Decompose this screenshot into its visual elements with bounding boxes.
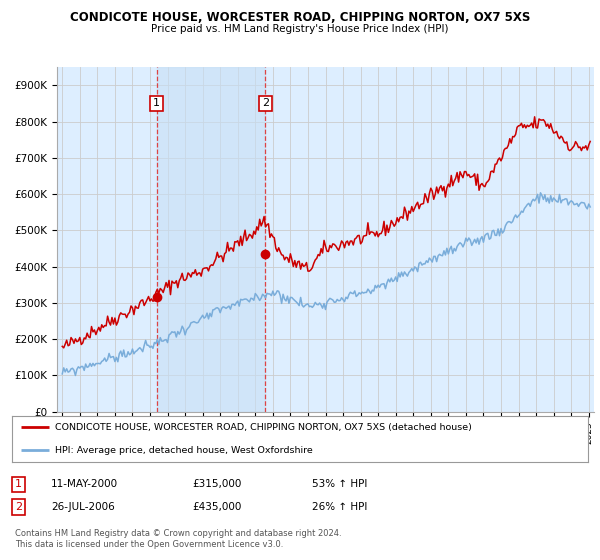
Text: 26% ↑ HPI: 26% ↑ HPI (312, 502, 367, 512)
Bar (157, 67, 265, 412)
Text: 1: 1 (153, 99, 160, 109)
Text: Price paid vs. HM Land Registry's House Price Index (HPI): Price paid vs. HM Land Registry's House … (151, 24, 449, 34)
Text: HPI: Average price, detached house, West Oxfordshire: HPI: Average price, detached house, West… (55, 446, 313, 455)
Text: 11-MAY-2000: 11-MAY-2000 (51, 479, 118, 489)
Text: 26-JUL-2006: 26-JUL-2006 (51, 502, 115, 512)
Text: CONDICOTE HOUSE, WORCESTER ROAD, CHIPPING NORTON, OX7 5XS (detached house): CONDICOTE HOUSE, WORCESTER ROAD, CHIPPIN… (55, 423, 472, 432)
Text: 1: 1 (15, 479, 22, 489)
Text: CONDICOTE HOUSE, WORCESTER ROAD, CHIPPING NORTON, OX7 5XS: CONDICOTE HOUSE, WORCESTER ROAD, CHIPPIN… (70, 11, 530, 24)
Text: 53% ↑ HPI: 53% ↑ HPI (312, 479, 367, 489)
Text: Contains HM Land Registry data © Crown copyright and database right 2024.
This d: Contains HM Land Registry data © Crown c… (15, 529, 341, 549)
Text: 2: 2 (262, 99, 269, 109)
Text: 2: 2 (15, 502, 22, 512)
Text: £315,000: £315,000 (192, 479, 241, 489)
Text: £435,000: £435,000 (192, 502, 241, 512)
